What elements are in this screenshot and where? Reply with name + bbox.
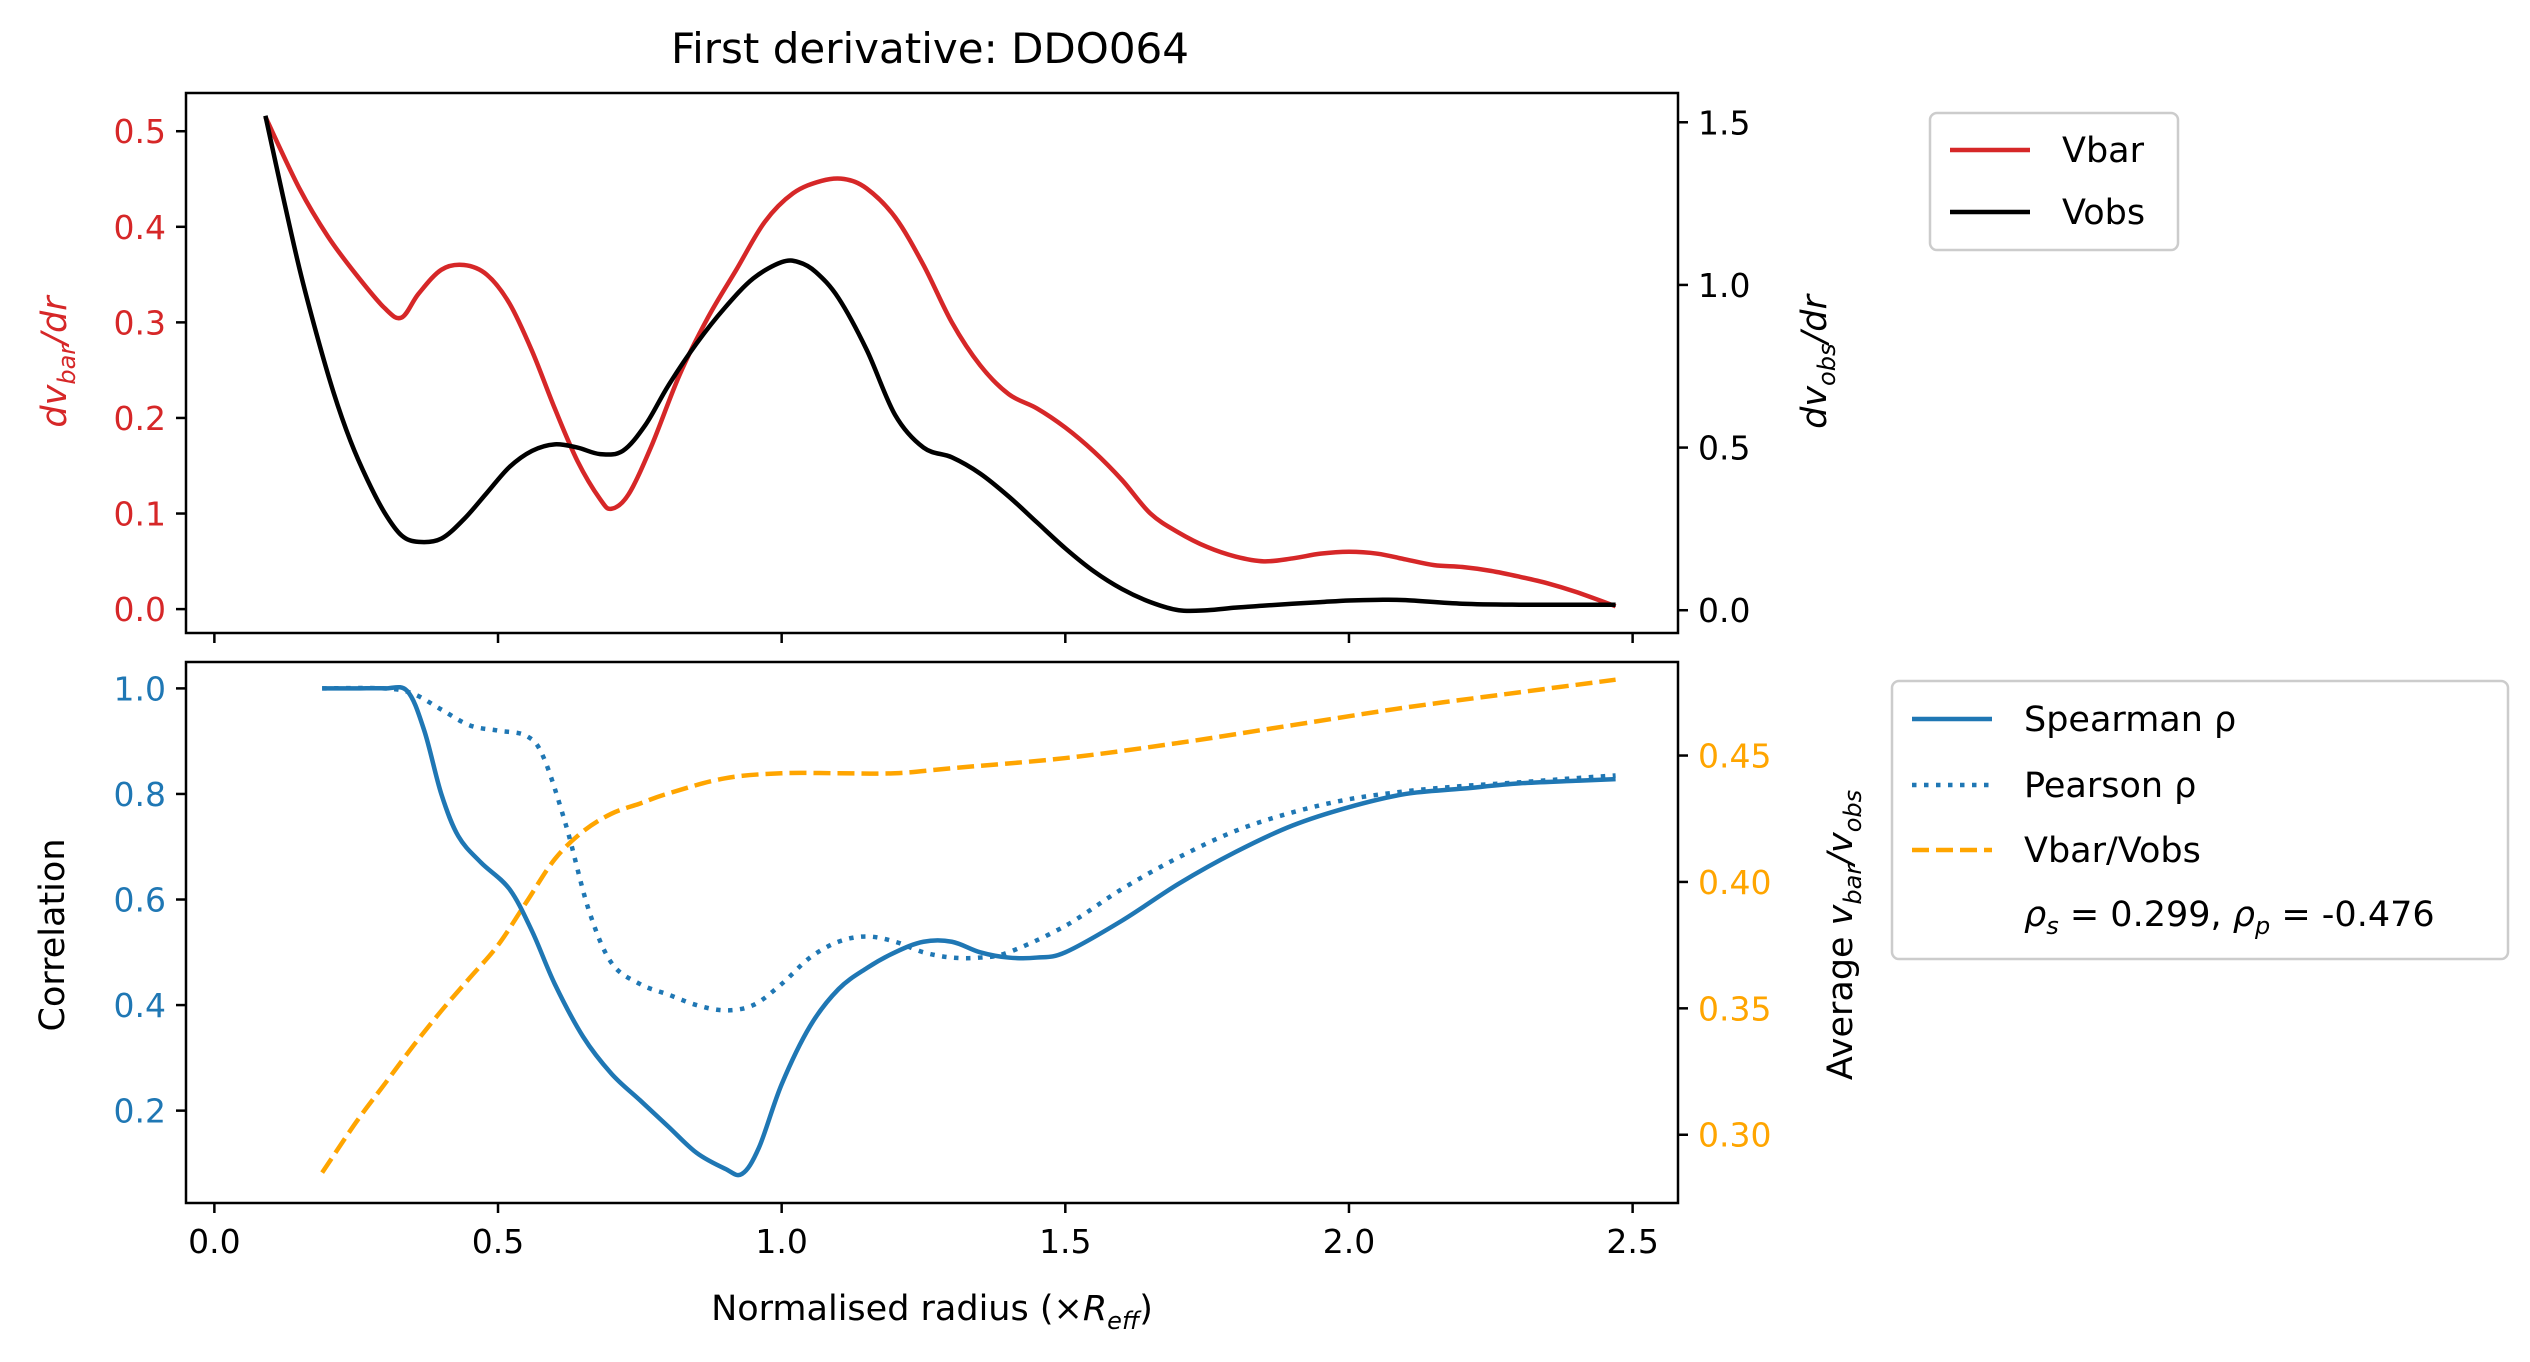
top-left-tick-label: 0.1 <box>114 495 166 534</box>
bottom-right-label-sub1: bar <box>1839 863 1867 905</box>
bottom-plot-frame <box>184 660 1680 1205</box>
bottom-right-axis: 0.30 0.35 0.40 0.45 <box>1678 737 1771 1155</box>
bottom-right-label-slash: / <box>1821 850 1861 868</box>
top-left-tick-label: 0.0 <box>114 590 166 629</box>
top-left-label-sub: bar <box>53 343 81 385</box>
ratio-line <box>320 677 1616 1174</box>
top-left-tick-label: 0.2 <box>114 399 166 438</box>
top-series-lines <box>263 115 1617 614</box>
x-label-suffix: ) <box>1139 1289 1153 1329</box>
x-label-r: R <box>1083 1289 1107 1329</box>
stats-value-p: = -0.476 <box>2270 895 2434 935</box>
top-right-label-tail: /dr <box>1795 293 1835 347</box>
bottom-panel: 0.2 0.4 0.6 0.8 1.0 0.30 0.35 0.40 0.45 0.0 0.5 1… <box>33 660 1867 1335</box>
bottom-left-tick-label: 0.2 <box>114 1092 166 1131</box>
bottom-left-tick-label: 0.8 <box>114 775 166 814</box>
bottom-right-label-v1: v <box>1821 903 1861 925</box>
bottom-x-axis: 0.0 0.5 1.0 1.5 2.0 2.5 <box>188 1203 1659 1261</box>
stats-sub-p: p <box>2254 912 2270 940</box>
top-left-tick-label: 0.3 <box>114 303 166 342</box>
bottom-right-label-v2: v <box>1821 831 1861 853</box>
stats-value-s: = 0.299, <box>2059 895 2233 935</box>
spearman-line <box>322 684 1616 1178</box>
bottom-x-tick-label: 1.0 <box>755 1222 807 1261</box>
bottom-right-tick-label: 0.35 <box>1698 989 1771 1028</box>
bottom-left-tick-label: 0.6 <box>114 881 166 920</box>
legend-pearson-label: Pearson ρ <box>2024 766 2196 806</box>
stats-rho-p: ρ <box>2233 895 2255 935</box>
bottom-left-axis-label: Correlation <box>33 839 73 1032</box>
top-legend-box <box>1928 111 2180 252</box>
top-left-axis-label: dvbar/dr <box>35 294 81 428</box>
legend-vobs-label: Vobs <box>2062 193 2145 233</box>
chart-title: First derivative: DDO064 <box>671 24 1189 73</box>
top-left-tick-label: 0.4 <box>114 208 166 247</box>
top-panel: 0.00.10.20.30.40.5 0.00.51.01.5 dvbar/dr… <box>35 91 1841 643</box>
top-right-label-sub: obs <box>1813 344 1841 386</box>
bottom-legend: Spearman ρ Pearson ρ Vbar/Vobs ρs = 0.29… <box>1890 679 2510 961</box>
top-left-label-main: dv <box>35 383 75 427</box>
bottom-series-lines <box>320 677 1616 1178</box>
vobs-line <box>263 115 1616 614</box>
top-legend: Vbar Vobs <box>1928 111 2180 252</box>
bottom-x-tick-label: 0.5 <box>472 1222 524 1261</box>
top-plot-frame <box>184 91 1680 635</box>
bottom-left-tick-label: 1.0 <box>114 669 166 708</box>
bottom-x-tick-label: 1.5 <box>1039 1222 1091 1261</box>
top-x-axis <box>213 633 1634 643</box>
pearson-line <box>322 685 1616 1013</box>
legend-spearman-label: Spearman ρ <box>2024 700 2236 740</box>
top-right-tick-label: 0.0 <box>1698 591 1750 630</box>
bottom-right-label-sub2: obs <box>1839 790 1867 832</box>
bottom-right-tick-label: 0.30 <box>1698 1116 1771 1155</box>
bottom-x-tick-label: 0.0 <box>188 1222 240 1261</box>
top-right-tick-label: 1.5 <box>1698 103 1750 142</box>
legend-stats-text: ρs = 0.299, ρp = -0.476 <box>2024 895 2435 940</box>
top-right-tick-label: 0.5 <box>1698 429 1750 468</box>
top-right-tick-label: 1.0 <box>1698 266 1750 305</box>
bottom-left-tick-label: 0.4 <box>114 986 166 1025</box>
top-left-label-tail: /dr <box>35 294 75 348</box>
top-left-tick-label: 0.5 <box>114 112 166 151</box>
bottom-legend-box <box>1890 679 2510 961</box>
legend-ratio-label: Vbar/Vobs <box>2024 831 2201 871</box>
top-right-label-main: dv <box>1795 385 1835 429</box>
bottom-right-axis-label: Average vbar/vobs <box>1821 790 1867 1080</box>
stats-rho-s: ρ <box>2024 895 2046 935</box>
bottom-left-axis: 0.2 0.4 0.6 0.8 1.0 <box>114 669 186 1131</box>
top-right-axis: 0.0 0.5 1.0 1.5 <box>1678 103 1750 630</box>
legend-vbar-label: Vbar <box>2062 131 2145 171</box>
top-left-axis: 0.0 0.1 0.2 0.3 0.4 0.5 <box>114 112 186 629</box>
bottom-x-tick-label: 2.0 <box>1323 1222 1375 1261</box>
bottom-right-tick-label: 0.45 <box>1698 737 1771 776</box>
top-right-axis-label: dvobs/dr <box>1795 293 1841 429</box>
bottom-right-label-prefix: Average <box>1821 925 1861 1080</box>
x-label-sub: eff <box>1107 1307 1142 1335</box>
x-axis-label: Normalised radius (×Reff) <box>711 1289 1153 1335</box>
x-label-prefix: Normalised radius (× <box>711 1289 1083 1329</box>
bottom-right-tick-label: 0.40 <box>1698 863 1771 902</box>
vbar-line <box>263 115 1617 609</box>
bottom-x-tick-label: 2.5 <box>1606 1222 1658 1261</box>
stats-sub-s: s <box>2046 912 2059 940</box>
